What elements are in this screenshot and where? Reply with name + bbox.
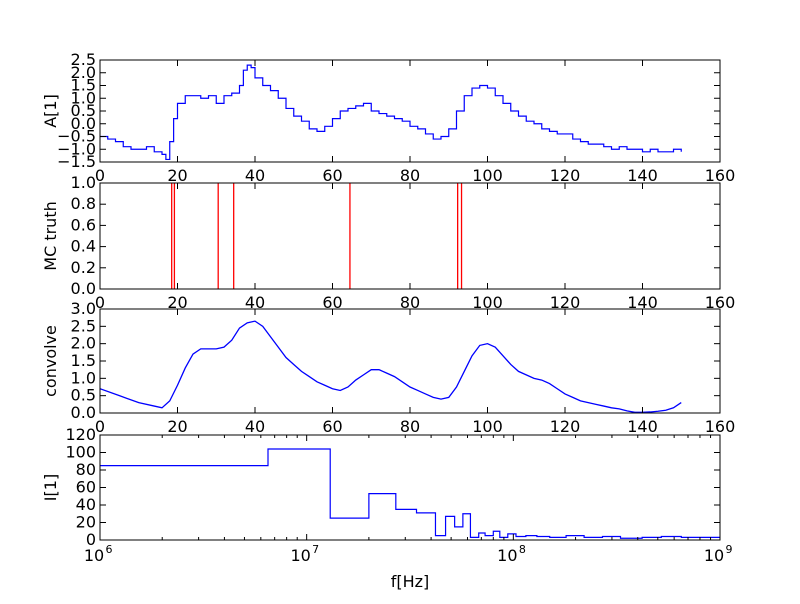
y-axis-label: A[1] [41, 94, 60, 128]
y-tick-label: 2.0 [71, 334, 96, 353]
x-tick-label: 0 [95, 293, 105, 312]
y-tick-label: 0.8 [71, 194, 96, 213]
panel-B: 0 20 40 60 80 100 120 140 160 0.0 0.2 0.4 0.6 0.8 1.0 M… [41, 173, 735, 312]
x-tick-label: 160 [705, 293, 736, 312]
x-tick-label: 20 [167, 293, 187, 312]
x-tick-label: 60 [322, 417, 342, 436]
y-tick-label: 0.6 [71, 215, 96, 234]
x-tick-label: 0 [95, 417, 105, 436]
x-tick-exponent: 6 [106, 543, 113, 556]
x-tick-label: 100 [472, 166, 503, 185]
x-tick-exponent: 7 [312, 543, 319, 556]
y-tick-label: 100 [65, 443, 96, 462]
axes-frame-C [99, 308, 721, 414]
x-tick-label: 140 [627, 417, 658, 436]
x-tick-label: 20 [167, 166, 187, 185]
x-tick-exponent: 9 [726, 543, 733, 556]
plot-area-C [100, 320, 682, 413]
y-tick-label: −0.5 [57, 127, 96, 146]
x-tick-label: 100 [472, 293, 503, 312]
x-tick-label: 10 [84, 546, 104, 565]
y-tick-label: 0.2 [71, 258, 96, 277]
plot-area-D [100, 448, 720, 539]
y-tick-label: 40 [76, 495, 96, 514]
x-tick-label: 20 [167, 417, 187, 436]
series-line-C-0 [100, 320, 682, 413]
x-tick-label: 60 [322, 293, 342, 312]
axes-frame-B [99, 182, 721, 290]
x-tick-label: 10 [704, 546, 724, 565]
y-tick-label: 1.0 [71, 368, 96, 387]
panel-A: 0 20 40 60 80 100 120 140 160−1.5−1.0−0.50.00.51… [41, 50, 735, 185]
y-tick-label: 2.0 [71, 63, 96, 82]
y-tick-label: 2.5 [71, 50, 96, 69]
axes-frame-D [99, 434, 721, 541]
y-tick-label: 0.4 [71, 237, 96, 256]
x-tick-label: 120 [550, 417, 581, 436]
x-tick-label: 0 [95, 166, 105, 185]
y-axis-label: I[1] [41, 474, 60, 501]
series-line-D-0 [100, 448, 720, 539]
y-tick-label: −1.5 [57, 152, 96, 171]
x-tick-label: 140 [627, 166, 658, 185]
plot-area-B [171, 183, 463, 289]
x-tick-label: 120 [550, 166, 581, 185]
y-axis-label: convolve [41, 325, 60, 397]
x-tick-label: 10 [290, 546, 310, 565]
y-tick-label: 0.0 [71, 403, 96, 422]
y-tick-label: 1.0 [71, 173, 96, 192]
x-tick-label: 140 [627, 293, 658, 312]
x-tick-label: 40 [245, 293, 265, 312]
x-tick-label: 60 [322, 166, 342, 185]
plot-area-A [100, 64, 682, 161]
y-axis-label: MC truth [41, 201, 60, 270]
y-tick-label: 2.5 [71, 316, 96, 335]
y-tick-label: 60 [76, 478, 96, 497]
y-tick-label: 0.0 [71, 114, 96, 133]
x-tick-label: 160 [705, 166, 736, 185]
series-line-A-0 [100, 64, 682, 161]
x-tick-label: 100 [472, 417, 503, 436]
y-tick-label: 1.5 [71, 351, 96, 370]
y-tick-label: 120 [65, 425, 96, 444]
y-tick-label: 80 [76, 460, 96, 479]
x-tick-label: 160 [705, 417, 736, 436]
panel-C: 0 20 40 60 80 100 120 140 160 0.00.51.01.52.02.53… [41, 299, 735, 436]
y-tick-label: −1.0 [57, 139, 96, 158]
y-tick-label: 0.5 [71, 101, 96, 120]
x-tick-label: 120 [550, 293, 581, 312]
y-tick-label: 1.0 [71, 88, 96, 107]
x-axis-label: f[Hz] [391, 572, 430, 591]
y-tick-label: 0.0 [71, 279, 96, 298]
y-tick-label: 3.0 [71, 299, 96, 318]
y-tick-label: 20 [76, 513, 96, 532]
x-tick-label: 80 [400, 293, 420, 312]
x-tick-label: 40 [245, 166, 265, 185]
y-tick-label: 0 [86, 530, 96, 549]
x-tick-label: 80 [400, 417, 420, 436]
y-tick-label: 1.5 [71, 76, 96, 95]
x-tick-label: 40 [245, 417, 265, 436]
x-tick-label: 80 [400, 166, 420, 185]
y-tick-label: 0.5 [71, 386, 96, 405]
x-tick-exponent: 8 [519, 543, 526, 556]
x-tick-label: 10 [497, 546, 517, 565]
